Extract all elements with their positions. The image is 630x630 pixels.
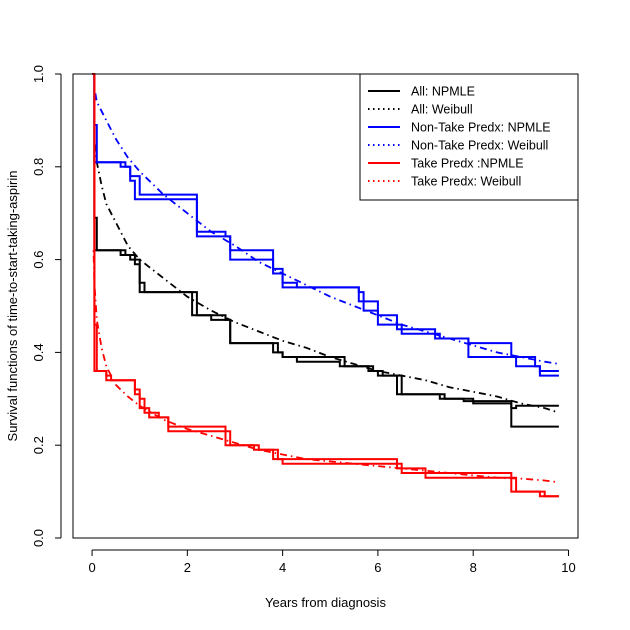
plot-frame <box>72 73 579 539</box>
legend-label-0: All: NPMLE <box>411 85 475 99</box>
y-tick-label: 0.4 <box>31 343 46 361</box>
x-tick-label: 4 <box>279 560 286 575</box>
take-predx-weibull-curve <box>92 250 560 484</box>
x-tick-label: 10 <box>561 560 575 575</box>
x-axis-title: Years from diagnosis <box>265 595 386 610</box>
x-tick-label: 8 <box>470 560 477 575</box>
x-tick-label: 6 <box>374 560 381 575</box>
legend-label-2: Non-Take Predx: NPMLE <box>411 121 551 135</box>
all-npmle-lower-step <box>92 73 559 428</box>
y-tick-label: 0.0 <box>31 529 46 547</box>
legend-box <box>359 73 579 201</box>
non-take-predx-weibull-curve <box>93 87 560 365</box>
y-axis-title: Survival functions of time-to-start-taki… <box>5 171 20 442</box>
legend-label-4: Take Predx :NPMLE <box>411 157 524 171</box>
series-layer <box>92 73 560 498</box>
y-tick-label: 0.2 <box>31 436 46 454</box>
x-tick-label: 0 <box>88 560 95 575</box>
y-tick-label: 1.0 <box>31 65 46 83</box>
legend: All: NPMLE All: Weibull Non-Take Predx: NP… <box>359 73 579 201</box>
y-tick-label: 0.8 <box>31 158 46 176</box>
legend-label-3: Non-Take Predx: Weibull <box>411 139 548 153</box>
legend-label-1: All: Weibull <box>411 103 473 117</box>
legend-label-5: Take Predx: Weibull <box>411 175 521 189</box>
y-tick-label: 0.6 <box>31 251 46 269</box>
axis-layer: 0 2 4 6 8 10 0.0 0.2 0.4 0.6 0.8 1.0 <box>31 65 576 575</box>
take-predx-npmle-lower-step <box>92 73 559 498</box>
x-tick-label: 2 <box>184 560 191 575</box>
